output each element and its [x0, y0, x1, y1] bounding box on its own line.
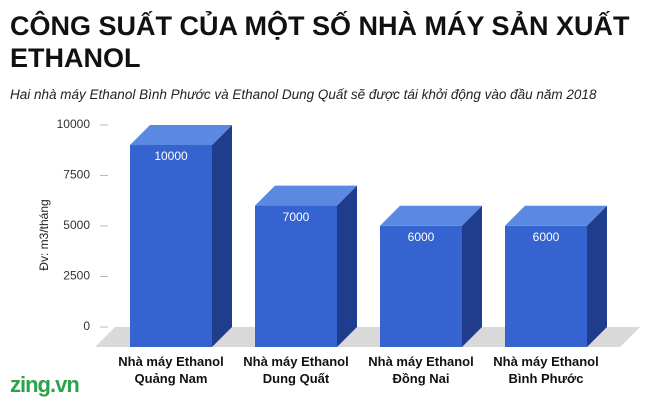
value-label: 6000	[408, 230, 435, 244]
y-tick-label: 2500	[63, 269, 90, 283]
bar-front	[380, 225, 462, 347]
bar	[255, 185, 357, 347]
value-label: 10000	[154, 149, 188, 163]
y-tick-label: 10000	[57, 117, 91, 131]
bar-top	[130, 125, 232, 145]
y-axis-label: Đv: m3/tháng	[37, 199, 51, 270]
y-tick-label: 5000	[63, 218, 90, 232]
floor	[95, 327, 640, 347]
bar	[380, 205, 482, 347]
x-tick-label: Nhà máy Ethanol Đồng Nai	[368, 354, 474, 386]
bar	[130, 125, 232, 347]
logo: zing.vn	[10, 372, 80, 397]
x-tick-label: Nhà máy Ethanol Quảng Nam	[118, 354, 224, 386]
bar-side	[462, 205, 482, 347]
chart-subtitle: Hai nhà máy Ethanol Bình Phước và Ethano…	[10, 87, 597, 102]
bar-top	[380, 205, 482, 226]
bar-front	[505, 225, 587, 347]
bar-top	[505, 205, 607, 226]
bar-side	[587, 205, 607, 347]
value-label: 7000	[283, 210, 310, 224]
bar-side	[337, 185, 357, 347]
bar	[505, 205, 607, 347]
bar-side	[212, 125, 232, 347]
y-tick-label: 7500	[63, 168, 90, 182]
bar-top	[255, 185, 357, 206]
bar-front	[255, 205, 337, 347]
value-label: 6000	[533, 230, 560, 244]
chart-title: CÔNG SUẤT CỦA MỘT SỐ NHÀ MÁY SẢN XUẤT ET…	[10, 11, 630, 73]
bar-front	[130, 145, 212, 347]
y-tick-label: 0	[83, 319, 90, 333]
x-tick-label: Nhà máy Ethanol Dung Quất	[243, 354, 349, 386]
x-tick-label: Nhà máy Ethanol Bình Phước	[493, 354, 599, 386]
